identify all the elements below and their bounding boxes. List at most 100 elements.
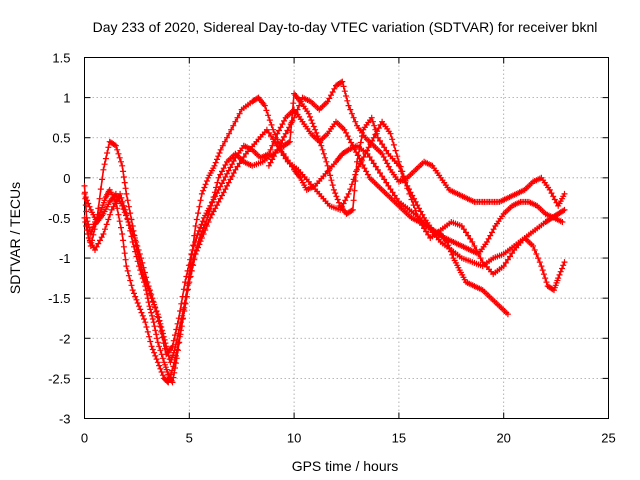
data-point: [118, 162, 126, 170]
series-track-3: [80, 118, 512, 386]
data-point: [307, 116, 315, 124]
data-point: [116, 154, 124, 162]
data-point: [141, 318, 149, 326]
data-point: [390, 141, 398, 149]
data-point: [331, 189, 339, 197]
data-point: [539, 266, 547, 274]
x-tick-label: 15: [392, 431, 406, 446]
data-point: [321, 154, 329, 162]
data-point: [124, 267, 132, 275]
data-point: [155, 362, 163, 370]
data-point: [150, 322, 159, 330]
data-point: [153, 355, 161, 363]
data-point: [151, 352, 159, 360]
y-tick-label: 1.5: [52, 51, 70, 66]
data-point: [341, 87, 349, 95]
data-point: [139, 312, 147, 320]
x-tick-label: 0: [81, 431, 88, 446]
data-point: [97, 185, 105, 193]
data-point: [215, 149, 224, 157]
data-point: [125, 203, 133, 211]
data-point: [198, 190, 206, 198]
data-point: [203, 177, 211, 185]
data-point: [102, 155, 110, 163]
y-tick-label: 1: [63, 91, 70, 106]
data-point: [150, 349, 158, 357]
y-tick-label: -3: [59, 412, 71, 427]
data-point: [334, 195, 342, 204]
data-point: [213, 179, 221, 187]
x-tick-label: 10: [287, 431, 301, 446]
data-point: [149, 345, 157, 354]
x-tick-label: 5: [186, 431, 193, 446]
data-point: [151, 326, 159, 334]
data-point: [555, 271, 564, 279]
data-point: [98, 175, 106, 183]
data-point: [212, 159, 220, 167]
data-point: [329, 181, 337, 189]
data-point: [136, 305, 144, 313]
data-point: [541, 274, 549, 282]
data-point: [119, 167, 127, 175]
data-point: [122, 190, 130, 198]
data-point: [135, 302, 143, 310]
y-tick-label: -1.5: [48, 291, 70, 306]
data-point: [200, 183, 208, 192]
data-point: [121, 256, 130, 264]
data-point: [159, 354, 167, 362]
x-axis-label: GPS time / hours: [292, 458, 399, 474]
y-tick-label: 0: [63, 171, 70, 186]
data-point: [194, 209, 202, 217]
data-point: [117, 224, 125, 232]
data-point: [557, 268, 565, 276]
data-point: [559, 261, 567, 269]
data-point: [125, 272, 133, 280]
data-point: [311, 126, 319, 134]
data-point: [119, 236, 127, 244]
y-tick-label: 0.5: [52, 131, 70, 146]
chart-title: Day 233 of 2020, Sidereal Day-to-day VTE…: [93, 19, 598, 35]
data-point: [130, 289, 138, 297]
data-point: [121, 184, 130, 192]
data-point: [140, 315, 148, 323]
data-point: [310, 122, 318, 131]
x-tick-label: 25: [601, 431, 615, 446]
data-point: [147, 309, 155, 317]
data-point: [123, 215, 131, 223]
y-tick-label: -2.5: [48, 371, 70, 386]
data-point: [116, 217, 124, 225]
data-point: [114, 150, 123, 158]
data-point: [132, 296, 141, 304]
series-track-1: [80, 93, 569, 386]
data-point: [195, 203, 203, 211]
data-point: [391, 147, 400, 155]
data-point: [120, 243, 128, 251]
data-point: [129, 286, 137, 294]
data-point: [142, 323, 151, 331]
data-point: [127, 281, 136, 289]
data-point: [155, 342, 163, 350]
data-point: [330, 186, 338, 194]
data-point: [121, 179, 129, 187]
data-point: [154, 338, 162, 346]
y-axis-label: SDTVAR / TECUs: [7, 182, 23, 294]
data-point: [134, 299, 142, 307]
data-point: [118, 230, 126, 238]
data-point: [213, 155, 221, 163]
data-point: [199, 187, 207, 195]
data-point: [131, 293, 139, 301]
data-point: [137, 309, 146, 317]
y-tick-label: -0.5: [48, 211, 70, 226]
series-layer: [80, 77, 569, 386]
data-point: [150, 318, 158, 326]
data-point: [308, 119, 317, 127]
data-point: [388, 135, 396, 143]
y-tick-label: -2: [59, 331, 71, 346]
data-point: [153, 334, 161, 342]
data-point: [540, 270, 548, 278]
series-line: [83, 120, 509, 384]
data-point: [202, 180, 210, 188]
x-tick-label: 20: [496, 431, 510, 446]
data-point: [117, 158, 125, 166]
